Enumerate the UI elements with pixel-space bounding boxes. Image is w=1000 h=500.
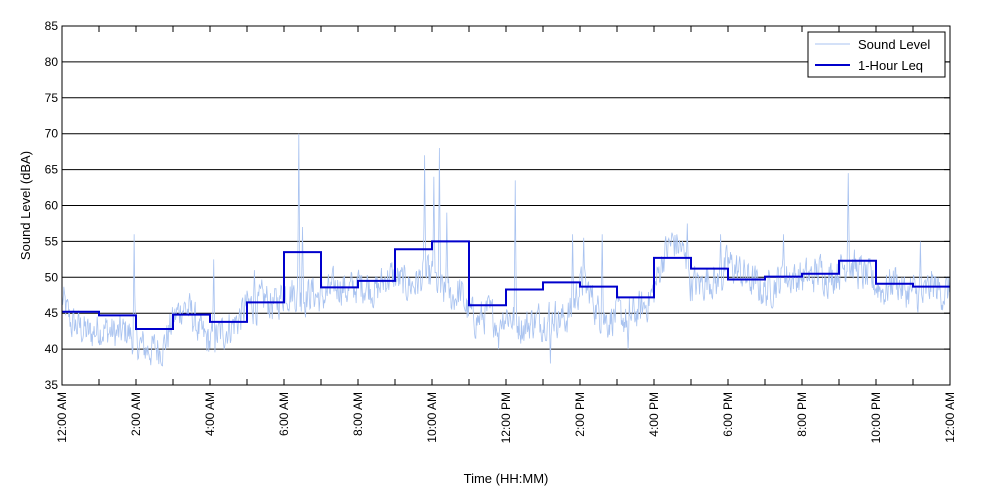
y-tick-label: 40	[45, 342, 59, 356]
x-tick-label: 2:00 PM	[573, 392, 587, 437]
x-tick-label: 10:00 AM	[425, 392, 439, 443]
x-tick-label: 10:00 PM	[869, 392, 883, 443]
y-tick-label: 45	[45, 306, 59, 320]
leq-series	[62, 240, 950, 330]
y-tick-label: 80	[45, 55, 59, 69]
legend-label-sound-level: Sound Level	[858, 37, 930, 52]
leq-step-line	[62, 240, 950, 330]
x-tick-label: 12:00 AM	[943, 392, 957, 443]
x-tick-label: 4:00 PM	[647, 392, 661, 437]
y-tick-label: 65	[45, 163, 59, 177]
y-tick-label: 50	[45, 270, 59, 284]
legend-label-leq: 1-Hour Leq	[858, 58, 923, 73]
x-tick-label: 8:00 PM	[795, 392, 809, 437]
y-tick-label: 70	[45, 127, 59, 141]
y-tick-label: 55	[45, 234, 59, 248]
y-tick-label: 85	[45, 19, 59, 33]
x-tick-label: 12:00 PM	[499, 392, 513, 443]
x-tick-labels: 12:00 AM 2:00 AM 4:00 AM 6:00 AM 8:00 AM 10:0…	[55, 392, 957, 443]
x-tick-label: 6:00 AM	[277, 392, 291, 436]
legend: Sound Level 1-Hour Leq	[807, 31, 946, 78]
y-tick-labels: 35 40 45 50 55 60 65 70 75 80 85	[45, 19, 59, 392]
y-tick-label: 60	[45, 199, 59, 213]
y-tick-label: 75	[45, 91, 59, 105]
x-tick-label: 6:00 PM	[721, 392, 735, 437]
x-tick-label: 4:00 AM	[203, 392, 217, 436]
x-tick-label: 12:00 AM	[55, 392, 69, 443]
x-tick-label: 8:00 AM	[351, 392, 365, 436]
legend-box	[807, 31, 946, 78]
y-tick-label: 35	[45, 378, 59, 392]
x-tick-label: 2:00 AM	[129, 392, 143, 436]
x-axis-title: Time (HH:MM)	[464, 471, 549, 486]
axis-ticks	[61, 25, 951, 386]
y-axis-title: Sound Level (dBA)	[18, 151, 33, 260]
